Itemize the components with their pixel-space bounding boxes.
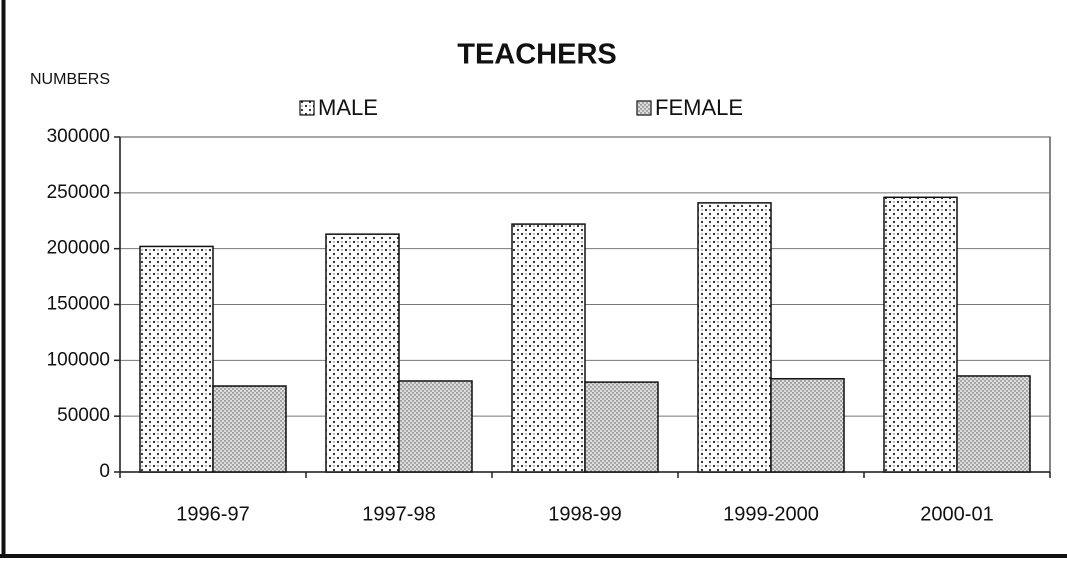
bar [697,202,772,473]
x-tick-label: 1999-2000 [723,503,819,525]
x-tick-label: 1998-99 [548,503,621,525]
bar [956,375,1031,473]
y-tick-label: 300000 [47,126,110,147]
legend-swatch [636,100,652,116]
y-tick-label: 150000 [47,294,110,315]
y-tick-label: 200000 [47,238,110,259]
x-tick-label: 1997-98 [362,503,435,525]
bar [770,378,845,473]
bar [139,245,214,473]
x-tick-label: 2000-01 [920,503,993,525]
chart-title: TEACHERS [457,39,617,71]
y-tick-label: 250000 [47,182,110,203]
bar [398,380,473,473]
y-axis-label: NUMBERS [30,71,110,88]
legend-swatch [299,100,315,116]
bar [511,223,586,473]
frame-left [1,0,6,558]
y-tick-label: 50000 [57,405,110,426]
bar [584,381,659,473]
frame-bottom [0,554,1067,558]
bar [883,196,958,473]
x-tick-label: 1996-97 [176,503,249,525]
legend-label: MALE [318,95,378,120]
bar [212,385,287,473]
y-tick-label: 0 [99,461,110,482]
legend-label: FEMALE [655,95,743,120]
y-tick-label: 100000 [47,349,110,370]
bar [325,233,400,473]
